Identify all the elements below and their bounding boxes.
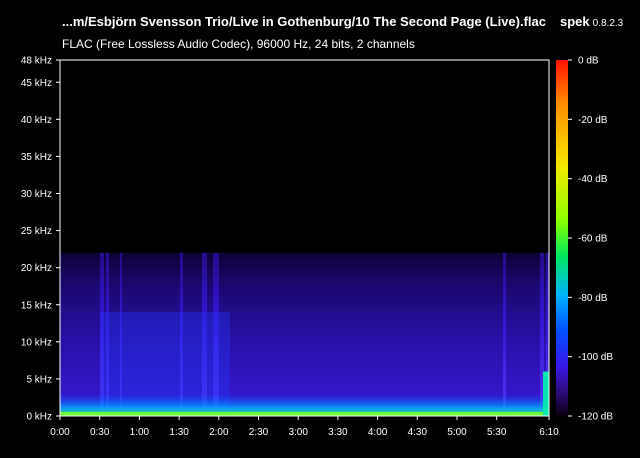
y-tick-label: 25 kHz <box>21 226 52 237</box>
spectral-streak <box>213 252 219 416</box>
file-title: ...m/Esbjörn Svensson Trio/Live in Gothe… <box>62 14 546 29</box>
x-tick-label: 2:30 <box>249 427 269 438</box>
spectral-streak <box>100 252 104 416</box>
y-tick-label: 48 kHz <box>21 56 52 67</box>
spectral-streak <box>180 252 183 416</box>
y-tick-label: 0 kHz <box>26 412 52 423</box>
colorbar-tick-label: 0 dB <box>578 56 599 67</box>
x-tick-label: 4:00 <box>368 427 388 438</box>
colorbar-tick-label: -100 dB <box>578 352 613 363</box>
colorbar-tick-label: -80 dB <box>578 293 608 304</box>
x-tick-label: 3:00 <box>288 427 308 438</box>
colorbar-tick-label: -60 dB <box>578 234 608 245</box>
bass-band <box>60 412 549 416</box>
y-tick-label: 10 kHz <box>21 337 52 348</box>
spectral-streak <box>120 252 122 416</box>
spectral-streak <box>202 252 207 416</box>
colorbar-tick-label: -120 dB <box>578 412 613 423</box>
y-tick-label: 45 kHz <box>21 78 52 89</box>
x-tick-label: 6:10 <box>539 427 559 438</box>
app-version: 0.8.2.3 <box>592 18 624 29</box>
spectral-streak <box>540 252 544 416</box>
y-tick-label: 30 kHz <box>21 189 52 200</box>
x-tick-label: 5:30 <box>487 427 507 438</box>
y-tick-label: 20 kHz <box>21 263 52 274</box>
low-frequency-band <box>60 393 549 416</box>
colorbar-gradient <box>556 60 568 416</box>
app-name-label: spek <box>560 14 590 29</box>
plot-frame <box>59 59 550 417</box>
x-tick-label: 2:00 <box>209 427 229 438</box>
spectral-streak <box>546 252 549 416</box>
x-tick-label: 1:00 <box>130 427 150 438</box>
y-tick-label: 40 kHz <box>21 115 52 126</box>
x-tick-label: 4:30 <box>408 427 428 438</box>
spectrogram-plot <box>60 60 549 416</box>
x-tick-label: 5:00 <box>447 427 467 438</box>
axes: 0 kHz 5 kHz 10 kHz 15 kHz 20 kHz 25 kHz 30 kHz… <box>21 56 559 439</box>
audio-info: FLAC (Free Lossless Audio Codec), 96000 … <box>62 37 415 51</box>
x-tick-label: 3:30 <box>328 427 348 438</box>
colorbar-tick-label: -20 dB <box>578 115 608 126</box>
spectral-streak <box>106 252 109 416</box>
app-name: spek 0.8.2.3 <box>560 14 623 29</box>
spectral-content <box>60 252 549 416</box>
x-tick-label: 0:00 <box>50 427 70 438</box>
colorbar-tick-label: -40 dB <box>578 174 608 185</box>
y-tick-label: 35 kHz <box>21 152 52 163</box>
colorbar: 0 dB -20 dB -40 dB -60 dB -80 dB -100 dB -120 … <box>556 56 613 423</box>
y-tick-label: 5 kHz <box>26 374 52 385</box>
x-tick-label: 0:30 <box>90 427 110 438</box>
y-tick-label: 15 kHz <box>21 300 52 311</box>
x-tick-label: 1:30 <box>169 427 189 438</box>
spectral-streak <box>503 252 506 416</box>
end-burst <box>543 371 549 416</box>
